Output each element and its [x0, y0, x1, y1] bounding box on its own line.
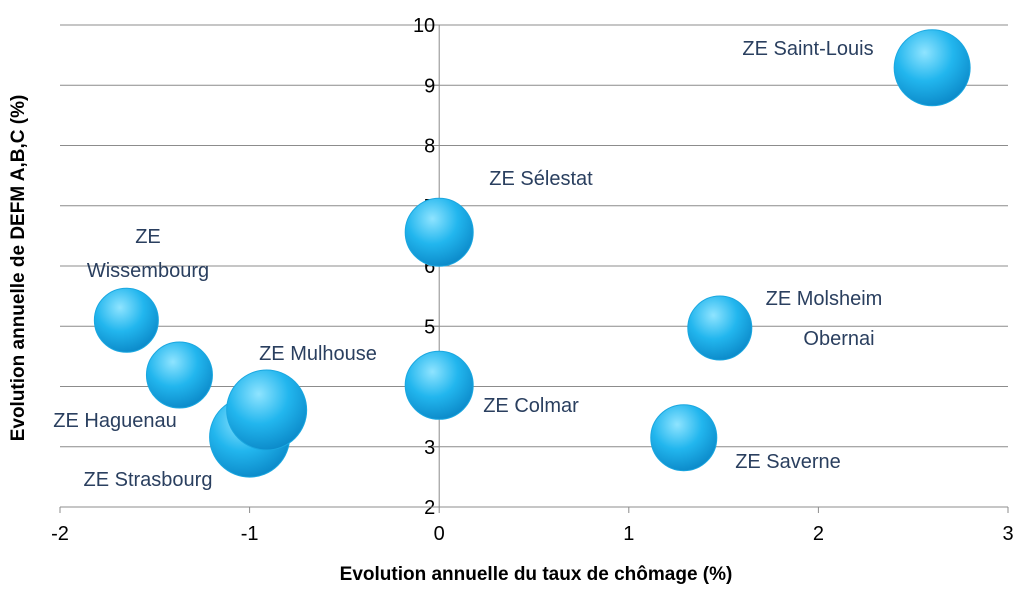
bubble-label: ZE Colmar [483, 395, 579, 417]
y-tick-label: 2 [424, 497, 435, 519]
bubble-label: ZE Mulhouse [259, 343, 377, 365]
bubble-label: ZE Saint-Louis [742, 38, 873, 60]
y-axis-title: Evolution annuelle de DEFM A,B,C (%) [8, 95, 29, 442]
bubble [226, 369, 308, 451]
y-tick-label: 9 [424, 75, 435, 97]
bubble [93, 287, 159, 353]
x-tick-label: -2 [51, 523, 69, 545]
bubble [650, 404, 718, 472]
bubble [404, 197, 474, 267]
x-axis-title: Evolution annuelle du taux de chômage (%… [340, 564, 733, 585]
x-tick-label: 1 [623, 523, 634, 545]
bubble-label: ZE [135, 226, 161, 248]
y-tick-label: 5 [424, 316, 435, 338]
x-tick-label: -1 [241, 523, 259, 545]
x-tick-label: 3 [1002, 523, 1013, 545]
bubble-label: ZE Saverne [735, 451, 841, 473]
y-tick-label: 8 [424, 136, 435, 158]
bubble [404, 350, 474, 420]
x-tick-label: 2 [813, 523, 824, 545]
bubble-label: ZE Sélestat [489, 168, 593, 190]
y-tick-label: 3 [424, 437, 435, 459]
bubble-label: Obernai [803, 328, 874, 350]
bubble [687, 295, 753, 361]
x-tick-label: 0 [434, 523, 445, 545]
bubble-label: ZE Molsheim [766, 288, 883, 310]
bubble-label: Wissembourg [87, 260, 209, 282]
y-tick-label: 10 [413, 15, 435, 37]
bubble-label: ZE Haguenau [53, 410, 176, 432]
bubble [893, 29, 971, 107]
bubble [145, 341, 213, 409]
y-tick-label: 6 [424, 256, 435, 278]
bubble-label: ZE Strasbourg [84, 469, 213, 491]
